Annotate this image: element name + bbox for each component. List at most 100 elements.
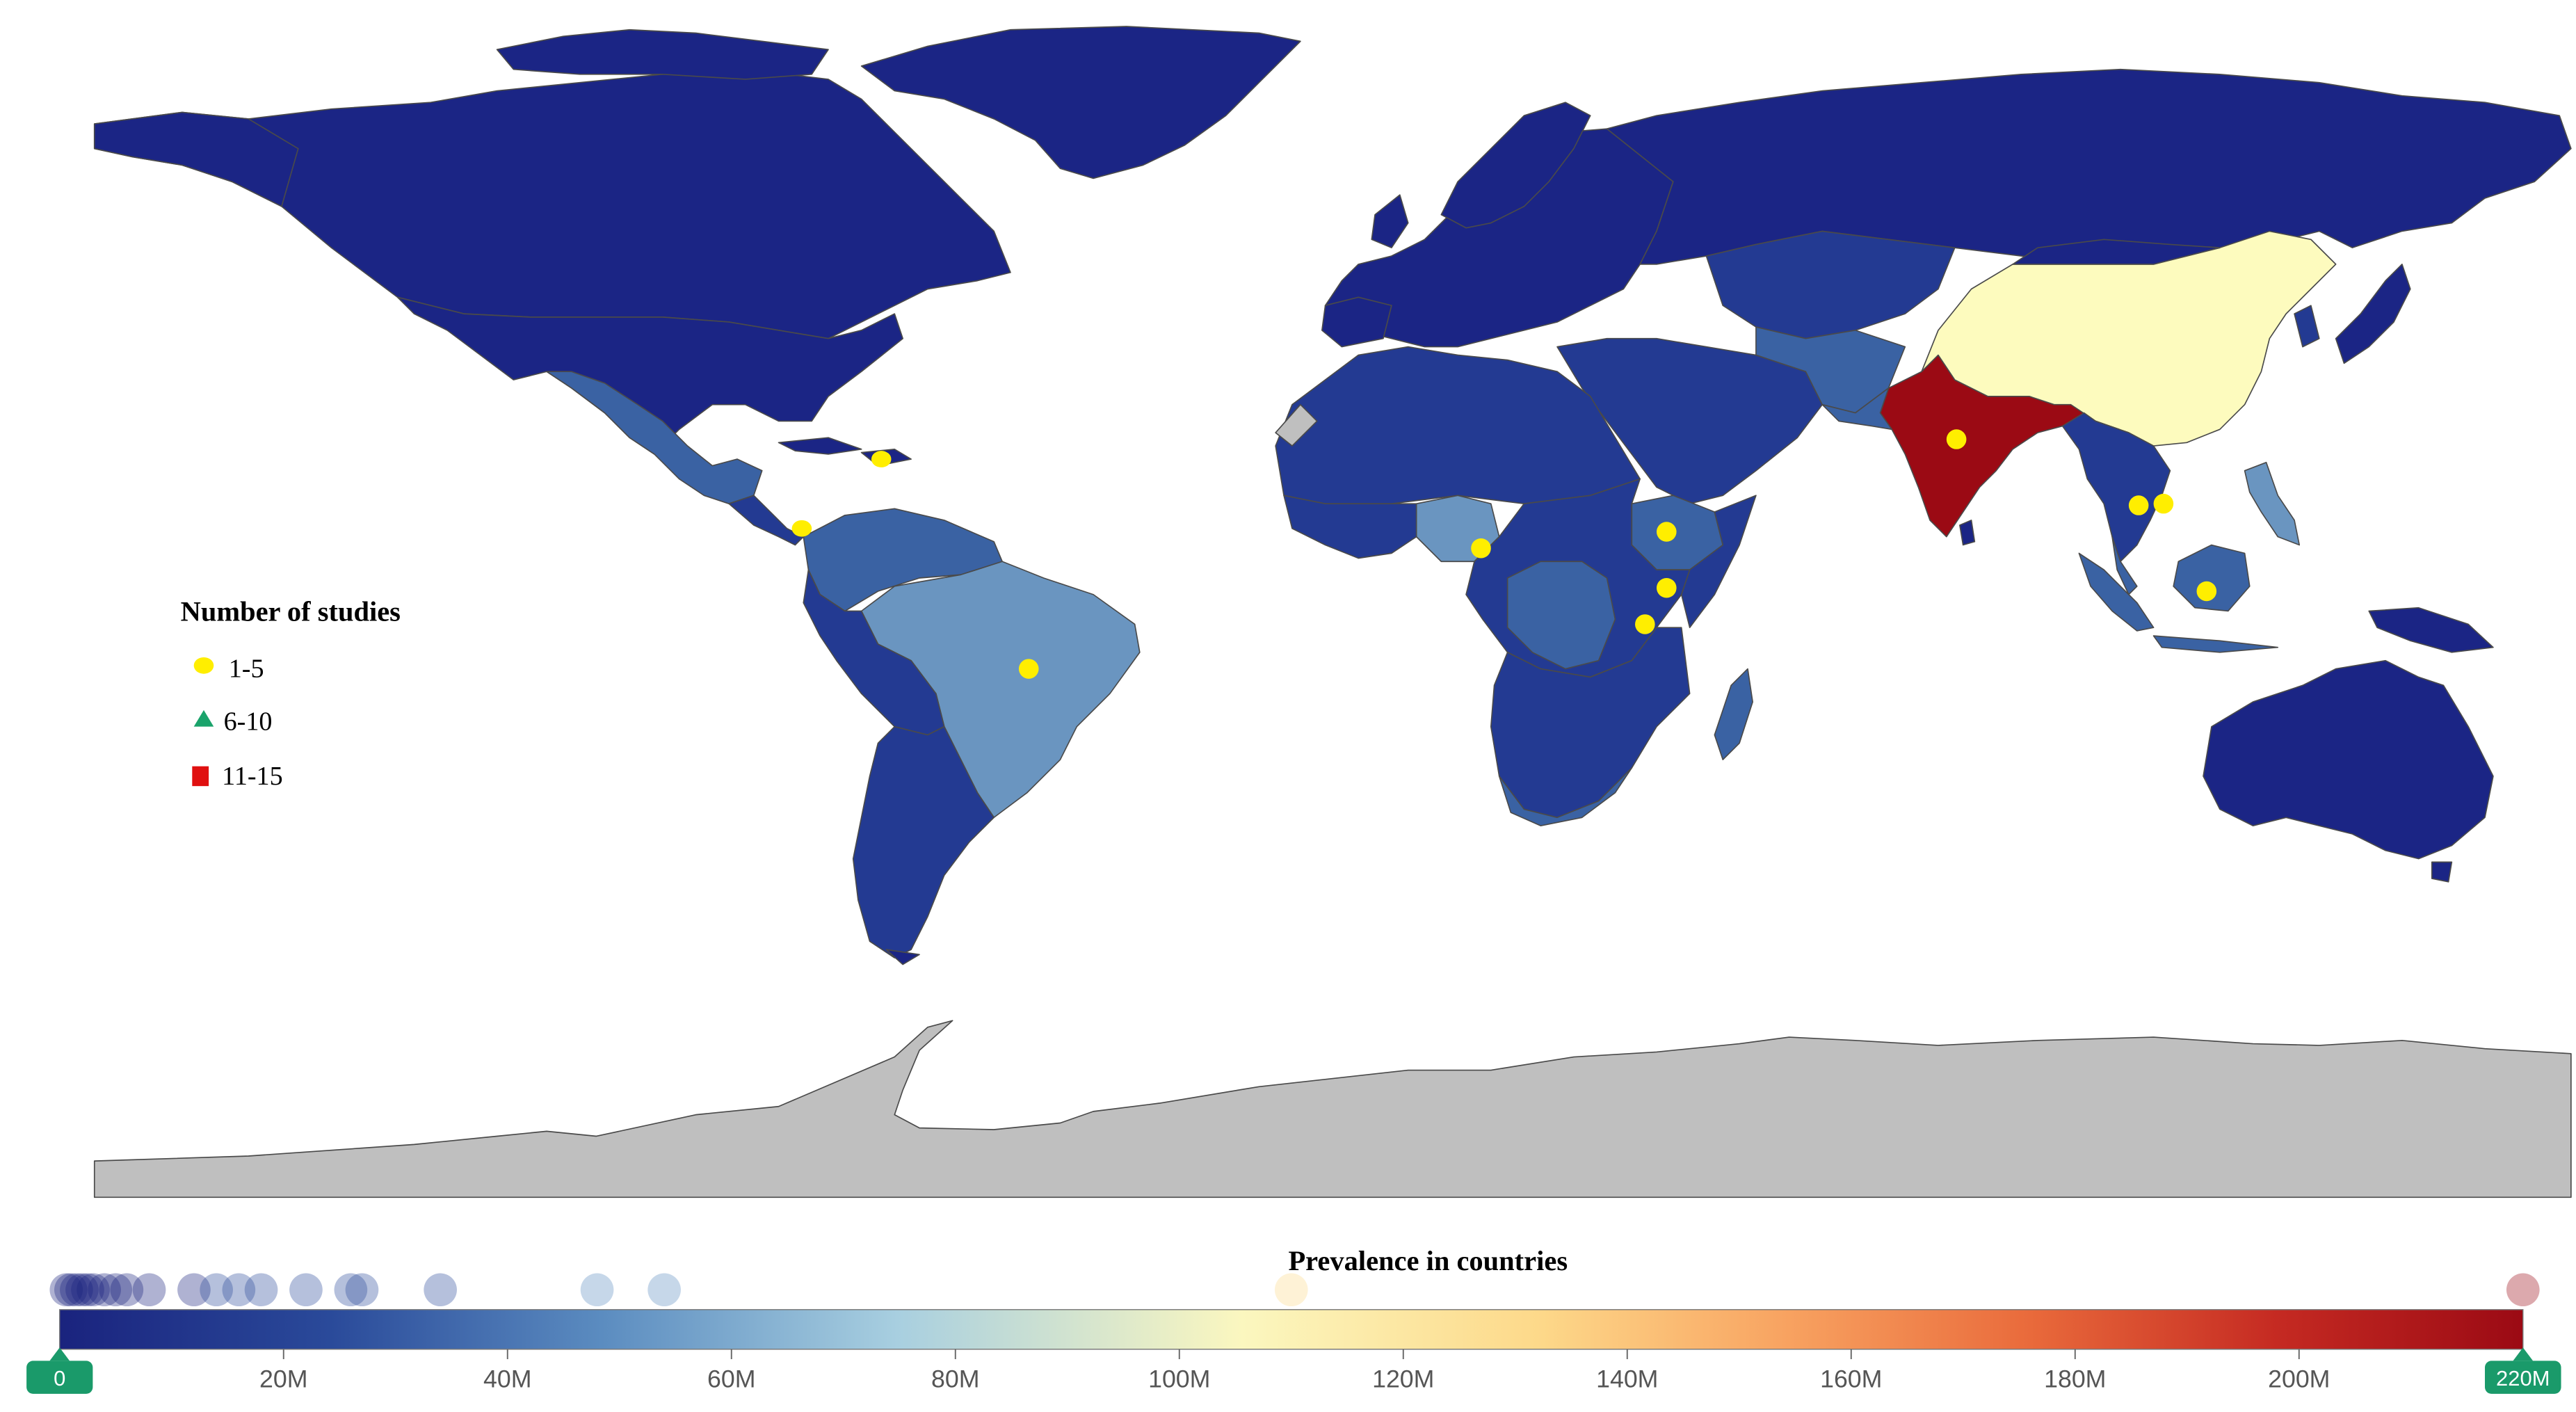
marker-vietnam[interactable]: [2153, 493, 2174, 514]
colorbar-tick-label: 100M: [1148, 1365, 1210, 1393]
colorbar-distribution-dot: [60, 1273, 93, 1307]
colorbar-distribution-dots: [49, 1273, 2540, 1307]
colorbar-distribution-dot: [222, 1273, 256, 1307]
iberia: [1321, 296, 1392, 348]
colorbar-distribution-dot: [110, 1273, 144, 1307]
marker-india[interactable]: [1946, 429, 1967, 449]
greenland: [860, 26, 1301, 179]
marker-ethiopia[interactable]: [1656, 522, 1677, 542]
marker-kenya[interactable]: [1656, 577, 1677, 598]
sri-lanka: [1959, 520, 1976, 546]
world-map: [93, 26, 2572, 1198]
marker-tanzania[interactable]: [1635, 614, 1655, 634]
pakistan: [1821, 387, 1893, 431]
colorbar-tick-label: 60M: [707, 1365, 755, 1393]
colorbar-tick-label: 180M: [2044, 1365, 2106, 1393]
sumatra: [2078, 552, 2155, 632]
java: [2152, 635, 2279, 653]
colorbar-ticks: 20M 40M 60M 80M 100M 120M 140M 160M 180M 200M: [259, 1349, 2524, 1393]
central-america: [728, 495, 805, 546]
marker-cambodia[interactable]: [2128, 495, 2149, 515]
colorbar-distribution-dot: [334, 1273, 368, 1307]
studies-legend: Number of studies 1-5 6-10 11-15: [181, 596, 401, 791]
colorbar-title: Prevalence in countries: [1288, 1245, 1568, 1276]
mexico: [546, 371, 763, 504]
colorbar-distribution-dot: [289, 1273, 323, 1307]
central-asia: [1705, 230, 1956, 339]
prevalence-colorbar: Prevalence in countries 20M 40M 60M 80M 100M…: [26, 1245, 2561, 1394]
korea: [2294, 305, 2320, 348]
marker-haiti[interactable]: [871, 451, 892, 467]
legend-item-1-label: 1-5: [229, 655, 264, 684]
colorbar-distribution-dot: [244, 1273, 278, 1307]
australia: [2203, 659, 2494, 860]
colorbar-tick-label: 160M: [1820, 1365, 1882, 1393]
colorbar-distribution-dot: [88, 1273, 121, 1307]
legend-item-3-label: 11-15: [222, 762, 283, 791]
colorbar-distribution-dot: [49, 1273, 83, 1307]
legend-square-icon: [192, 766, 209, 787]
mongolia: [2012, 239, 2221, 265]
mainland-se-asia: [2061, 412, 2171, 563]
marker-brazil[interactable]: [1018, 659, 1039, 679]
tasmania: [2431, 861, 2453, 883]
colorbar-min-label: 0: [54, 1366, 65, 1390]
colorbar-distribution-dot: [132, 1273, 166, 1307]
marker-panama[interactable]: [791, 520, 812, 537]
colorbar-tick-label: 40M: [483, 1365, 531, 1393]
legend-title: Number of studies: [181, 596, 401, 627]
philippines: [2244, 461, 2301, 546]
colorbar-tick-label: 20M: [259, 1365, 307, 1393]
colorbar-distribution-dot: [424, 1273, 457, 1307]
colorbar-distribution-dot: [99, 1273, 133, 1307]
malay-peninsula: [2111, 536, 2138, 595]
colorbar-distribution-dot: [177, 1273, 211, 1307]
colorbar-distribution-dot: [2506, 1273, 2540, 1307]
southern-africa: [1490, 627, 1691, 819]
colorbar-distribution-dot: [345, 1273, 379, 1307]
russia: [1606, 68, 2572, 265]
study-markers: [791, 429, 2217, 679]
colorbar-min-handle[interactable]: 0: [26, 1347, 93, 1394]
arctic-islands: [496, 29, 829, 80]
colorbar-max-label: 220M: [2496, 1366, 2550, 1390]
colorbar-distribution-dot: [54, 1273, 88, 1307]
marker-indonesia[interactable]: [2196, 581, 2217, 602]
colorbar-tick-label: 80M: [931, 1365, 979, 1393]
colorbar-distribution-dot: [200, 1273, 233, 1307]
madagascar: [1714, 668, 1753, 760]
tierra-del-fuego: [885, 949, 920, 965]
colorbar-distribution-dot: [580, 1273, 614, 1307]
legend-circle-icon: [193, 657, 214, 674]
west-africa: [1283, 495, 1417, 559]
colorbar-max-handle[interactable]: 220M: [2484, 1347, 2561, 1394]
colorbar-distribution-dot: [65, 1273, 99, 1307]
western-sahara: [1275, 403, 1318, 447]
colorbar-tick-label: 140M: [1596, 1365, 1658, 1393]
cuba: [778, 437, 862, 455]
south-africa: [1498, 767, 1633, 826]
colorbar-tick-label: 200M: [2268, 1365, 2330, 1393]
marker-nigeria[interactable]: [1471, 538, 1491, 559]
colorbar-bar: [59, 1309, 2524, 1350]
antarctica: [93, 1020, 2572, 1198]
new-guinea: [2368, 607, 2494, 653]
horn-somalia: [1680, 495, 1757, 629]
scandinavia: [1440, 102, 1591, 229]
colorbar-distribution-dot: [1274, 1273, 1308, 1307]
colorbar-distribution-dot: [71, 1273, 104, 1307]
japan: [2335, 264, 2411, 364]
usa: [396, 296, 904, 455]
borneo: [2173, 544, 2251, 612]
colorbar-tick-label: 120M: [1372, 1365, 1434, 1393]
legend-triangle-icon: [193, 709, 214, 727]
legend-item-2-label: 6-10: [224, 707, 273, 736]
canada: [93, 68, 1011, 339]
drc: [1506, 561, 1616, 670]
colorbar-distribution-dot: [77, 1273, 110, 1307]
uk: [1371, 194, 1409, 248]
colorbar-distribution-dot: [647, 1273, 681, 1307]
alaska: [93, 111, 299, 207]
argentina-chile: [852, 725, 995, 958]
